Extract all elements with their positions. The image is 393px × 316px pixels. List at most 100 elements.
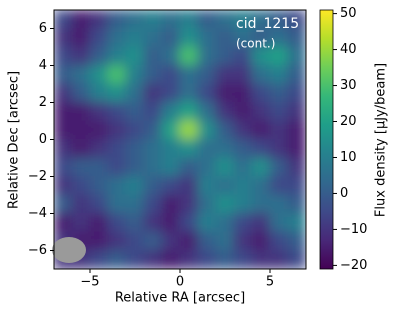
cell [125,194,145,214]
cell [107,46,127,66]
cell [125,157,145,177]
cell [161,194,181,214]
cell [269,213,289,233]
cell [179,102,199,122]
cell [251,250,271,269]
cell [251,194,271,214]
cell [54,120,73,140]
cell [161,102,181,122]
cell [233,102,253,122]
cell [107,102,127,122]
cell [179,10,199,29]
cell [251,102,271,122]
cell [233,120,253,140]
cell [197,46,217,66]
cell [107,250,127,269]
cell [161,213,181,233]
cell [54,102,73,122]
cell [143,194,163,214]
cell [107,157,127,177]
cell [251,120,271,140]
x-axis-label: Relative RA [arcsec] [115,291,245,306]
cell [179,213,199,233]
cell [71,213,91,233]
cell [179,28,199,48]
cell [89,213,109,233]
cell [125,46,145,66]
cell [125,213,145,233]
cell [269,83,289,103]
cell [197,65,217,85]
cell [161,250,181,269]
cell [251,213,271,233]
cell [71,46,91,66]
cell [269,10,289,29]
cell [143,83,163,103]
cell [54,65,73,85]
cell [89,102,109,122]
cell [197,157,217,177]
cell [71,139,91,159]
y-tick-label: 4 [39,58,47,73]
colorbar-tick-label: 30 [340,78,357,93]
cell [179,65,199,85]
cell [215,83,235,103]
cell [215,102,235,122]
cell [197,28,217,48]
y-tick-label: 0 [39,132,47,147]
cell [161,139,181,159]
cell [143,120,163,140]
cell [89,28,109,48]
y-tick-label: 2 [39,95,47,110]
cell [161,231,181,251]
cell [197,250,217,269]
cell [251,231,271,251]
heatmap [54,10,306,269]
cell [269,250,289,269]
cell [251,28,271,48]
cell [215,213,235,233]
cell [107,231,127,251]
cell [125,231,145,251]
cell [107,194,127,214]
cell [125,102,145,122]
cell [233,176,253,196]
cell [215,46,235,66]
cell [89,139,109,159]
cell [233,157,253,177]
cell [125,83,145,103]
cell [251,10,271,29]
cell [89,176,109,196]
x-tick-label: 0 [176,275,184,290]
cell [251,176,271,196]
cell [161,46,181,66]
cell [269,65,289,85]
cell [54,28,73,48]
cell [197,83,217,103]
cell [251,83,271,103]
cell [54,83,73,103]
cell [143,10,163,29]
colorbar-tick-label: 10 [340,150,357,165]
cell [197,139,217,159]
cell [143,213,163,233]
y-tick-label: −6 [28,243,47,258]
cell [269,46,289,66]
cell [89,120,109,140]
cell [71,10,91,29]
cell [269,139,289,159]
beam [52,237,86,263]
cell [287,213,306,233]
cell [161,120,181,140]
cell [161,10,181,29]
cell [215,176,235,196]
cell [161,157,181,177]
cell [251,139,271,159]
cell [215,157,235,177]
colorbar-tick-label: −10 [340,222,367,237]
cell [179,250,199,269]
cell [107,120,127,140]
cell [89,231,109,251]
cell [197,231,217,251]
